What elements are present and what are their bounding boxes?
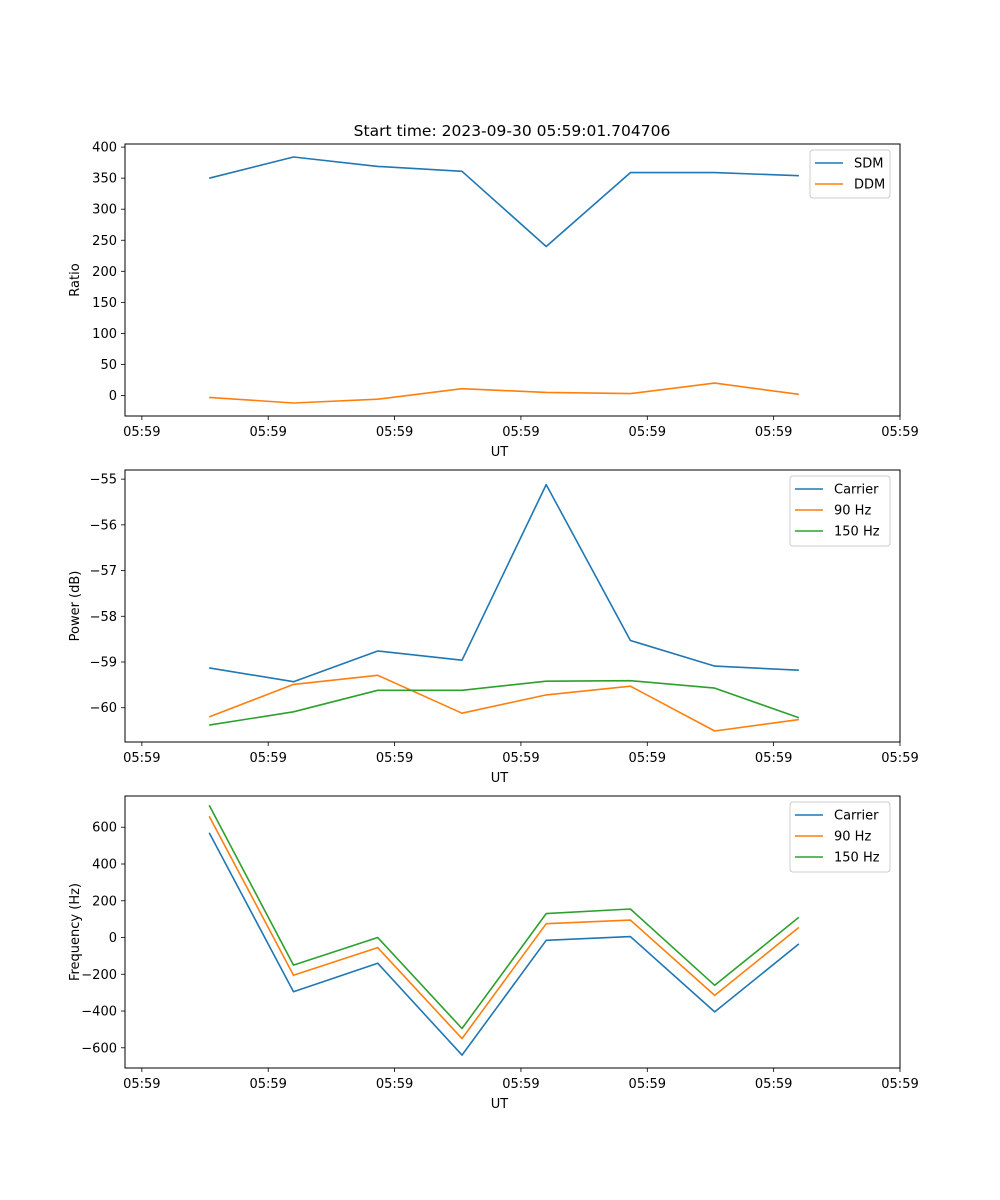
frequency-x-tick-label: 05:59 <box>629 1077 666 1092</box>
power-x-tick-label: 05:59 <box>249 751 286 766</box>
power-y-tick-label: −59 <box>90 656 117 671</box>
power-legend-frame <box>789 475 891 547</box>
frequency-legend-frame <box>789 801 891 873</box>
power-y-tick-label: −57 <box>90 564 117 579</box>
ratio-y-tick-label: 200 <box>92 265 117 280</box>
chart-title: Start time: 2023-09-30 05:59:01.704706 <box>354 122 671 140</box>
power-x-tick-label: 05:59 <box>376 751 413 766</box>
ratio-x-tick-label: 05:59 <box>629 425 666 440</box>
frequency-y-axis-label: Frequency (Hz) <box>68 883 83 981</box>
frequency-x-tick-label: 05:59 <box>881 1077 918 1092</box>
frequency-x-tick-label: 05:59 <box>502 1077 539 1092</box>
ratio-axes-frame <box>124 143 901 417</box>
ratio-panel: Ratio UT 0 50 100 150 200 250 300 350 400 05:59 05:5… <box>68 141 919 460</box>
power-panel: Power (dB) UT −60 −59 −58 −57 −56 −55 05:59 05:59… <box>68 469 919 786</box>
frequency-panel: Frequency (Hz) UT −600 −400 −200 0 200 400 600 05… <box>68 795 919 1112</box>
ratio-y-tick-label: 250 <box>92 234 117 249</box>
ratio-x-axis-label: UT <box>491 445 509 460</box>
frequency-y-tick-label: 400 <box>92 858 117 873</box>
frequency-series-90-hz-line <box>208 815 800 1040</box>
power-y-tick-label: −56 <box>90 518 117 533</box>
ratio-legend-label: SDM <box>854 157 883 172</box>
frequency-x-tick-label: 05:59 <box>249 1077 286 1092</box>
frequency-x-axis-label: UT <box>491 1097 509 1112</box>
power-legend-label: 150 Hz <box>834 525 880 540</box>
power-x-tick-label: 05:59 <box>502 751 539 766</box>
frequency-y-tick-label: 200 <box>92 894 117 909</box>
power-series-carrier-line <box>209 483 799 683</box>
ratio-y-tick-label: 150 <box>92 296 117 311</box>
ratio-y-axis-label: Ratio <box>68 263 83 296</box>
frequency-y-tick-label: −200 <box>81 968 117 983</box>
ratio-x-tick-label: 05:59 <box>502 425 539 440</box>
ratio-x-tick-label: 05:59 <box>249 425 286 440</box>
frequency-series-150-hz-line <box>208 804 800 1030</box>
ratio-series-sdm-line <box>209 156 799 248</box>
ratio-x-tick-label: 05:59 <box>755 425 792 440</box>
ratio-legend-label: DDM <box>854 178 885 193</box>
frequency-y-tick-label: −600 <box>81 1041 117 1056</box>
frequency-y-tick-label: 0 <box>109 931 117 946</box>
ratio-y-tick-label: 300 <box>92 203 117 218</box>
frequency-x-tick-label: 05:59 <box>123 1077 160 1092</box>
frequency-legend-label: 90 Hz <box>834 830 871 845</box>
power-x-tick-label: 05:59 <box>123 751 160 766</box>
ratio-series-ddm-line <box>209 382 800 404</box>
frequency-y-tick-label: 600 <box>92 821 117 836</box>
frequency-series-carrier-line <box>208 832 800 1056</box>
power-y-tick-label: −58 <box>90 610 117 625</box>
ratio-legend: SDM DDM <box>809 149 891 199</box>
plots-container: Ratio UT 0 50 100 150 200 250 300 350 400 05:59 05:5… <box>68 141 919 1112</box>
power-y-tick-label: −55 <box>90 473 117 488</box>
power-y-axis-label: Power (dB) <box>68 571 83 642</box>
frequency-y-tick-label: −400 <box>81 1005 117 1020</box>
power-legend-label: Carrier <box>834 483 879 498</box>
ratio-y-tick-label: 400 <box>92 141 117 156</box>
frequency-x-tick-label: 05:59 <box>376 1077 413 1092</box>
frequency-legend-label: 150 Hz <box>834 851 880 866</box>
frequency-legend: Carrier 90 Hz 150 Hz <box>789 801 891 873</box>
ratio-y-tick-label: 50 <box>100 358 117 373</box>
power-y-tick-label: −60 <box>90 701 117 716</box>
power-legend: Carrier 90 Hz 150 Hz <box>789 475 891 547</box>
power-x-tick-label: 05:59 <box>881 751 918 766</box>
power-x-axis-label: UT <box>491 771 509 786</box>
frequency-x-tick-label: 05:59 <box>755 1077 792 1092</box>
frequency-axes-frame <box>124 795 901 1069</box>
power-series-90-hz-line <box>208 674 800 732</box>
ratio-x-tick-label: 05:59 <box>881 425 918 440</box>
ratio-x-tick-label: 05:59 <box>376 425 413 440</box>
frequency-legend-label: Carrier <box>834 809 879 824</box>
ratio-y-tick-label: 0 <box>109 389 117 404</box>
ratio-x-tick-label: 05:59 <box>123 425 160 440</box>
ratio-y-tick-label: 100 <box>92 327 117 342</box>
power-x-tick-label: 05:59 <box>629 751 666 766</box>
power-axes-frame <box>124 469 901 743</box>
ratio-y-tick-label: 350 <box>92 172 117 187</box>
power-series-150-hz-line <box>209 679 800 726</box>
power-x-tick-label: 05:59 <box>755 751 792 766</box>
power-legend-label: 90 Hz <box>834 504 871 519</box>
ratio-legend-frame <box>809 149 891 199</box>
